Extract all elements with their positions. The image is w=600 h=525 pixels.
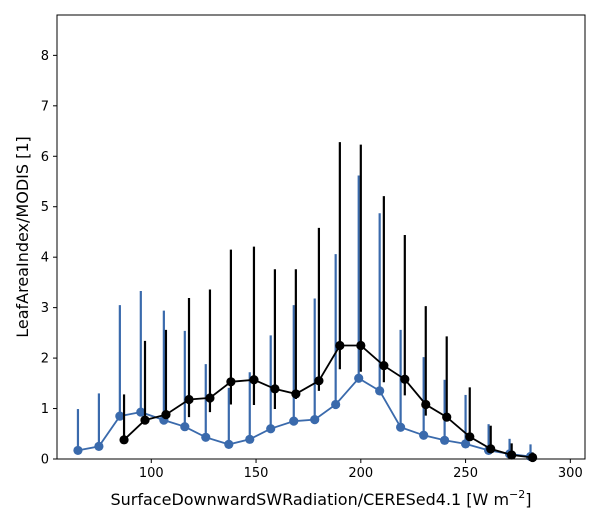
y-tick-label: 4 — [41, 251, 49, 266]
series-0-point — [331, 399, 341, 410]
series-1-point — [184, 394, 194, 405]
x-axis: 100 150 200 250 300 — [139, 459, 583, 481]
x-tick-label: 100 — [139, 466, 164, 481]
series-1-point — [400, 374, 410, 384]
series-0-point — [396, 422, 406, 432]
y-axis: 0 1 2 3 4 5 6 7 8 — [41, 49, 57, 468]
series-0-point — [310, 415, 320, 425]
axes-frame — [56, 14, 586, 460]
series-1-point — [119, 435, 129, 445]
series-0 — [73, 175, 536, 462]
plot-area — [73, 142, 538, 463]
series-1-point — [379, 361, 389, 371]
series-0-point — [460, 439, 471, 449]
series-1-point — [335, 340, 345, 351]
series-0-line — [77, 377, 531, 458]
series-1-point — [249, 375, 259, 385]
x-tick-label: 300 — [558, 466, 583, 481]
x-tick-label: 150 — [244, 466, 269, 481]
y-tick-label: 5 — [41, 200, 49, 215]
x-tick-label: 250 — [453, 466, 478, 481]
series-0-point — [180, 422, 190, 432]
series-1-point — [205, 393, 215, 403]
series-0-point — [375, 386, 385, 396]
x-tick-label: 200 — [348, 466, 373, 481]
series-1-point — [528, 452, 538, 463]
series-1-point — [507, 450, 517, 460]
series-1-point — [270, 384, 280, 394]
y-tick-label: 8 — [41, 49, 49, 64]
series-0-point — [440, 435, 450, 445]
y-tick-label: 1 — [41, 402, 49, 417]
series-1-point — [314, 376, 324, 386]
series-1-point — [486, 444, 496, 454]
x-axis-label-superscript: −2 — [509, 488, 525, 501]
series-0-point — [136, 407, 146, 417]
series-1-point — [356, 340, 366, 351]
series-1-point — [226, 377, 236, 387]
y-axis-label: LeafAreaIndex/MODIS [1] — [13, 136, 32, 338]
series-1 — [119, 142, 538, 463]
y-tick-label: 2 — [41, 352, 49, 367]
series-1-point — [442, 412, 452, 422]
y-tick-label: 0 — [41, 453, 49, 468]
series-0-point — [354, 373, 364, 383]
series-1-point — [161, 410, 171, 420]
series-1-point — [421, 399, 431, 410]
series-1-point — [291, 389, 301, 399]
x-axis-label-tail: ] — [525, 490, 531, 509]
series-0-point — [94, 441, 104, 451]
y-tick-label: 7 — [41, 99, 49, 114]
y-tick-label: 3 — [41, 301, 49, 316]
y-tick-label: 6 — [41, 150, 49, 165]
series-1-point — [140, 415, 150, 425]
series-0-point — [201, 432, 211, 442]
series-0-point — [266, 424, 276, 434]
series-0-point — [289, 416, 299, 426]
series-0-point — [419, 430, 429, 440]
series-0-point — [73, 445, 83, 456]
series-0-point — [115, 411, 125, 421]
series-1-point — [465, 432, 475, 442]
x-axis-label: SurfaceDownwardSWRadiation/CERESed4.1 [W… — [110, 488, 531, 509]
series-0-point — [245, 434, 255, 444]
series-0-point — [224, 439, 234, 449]
